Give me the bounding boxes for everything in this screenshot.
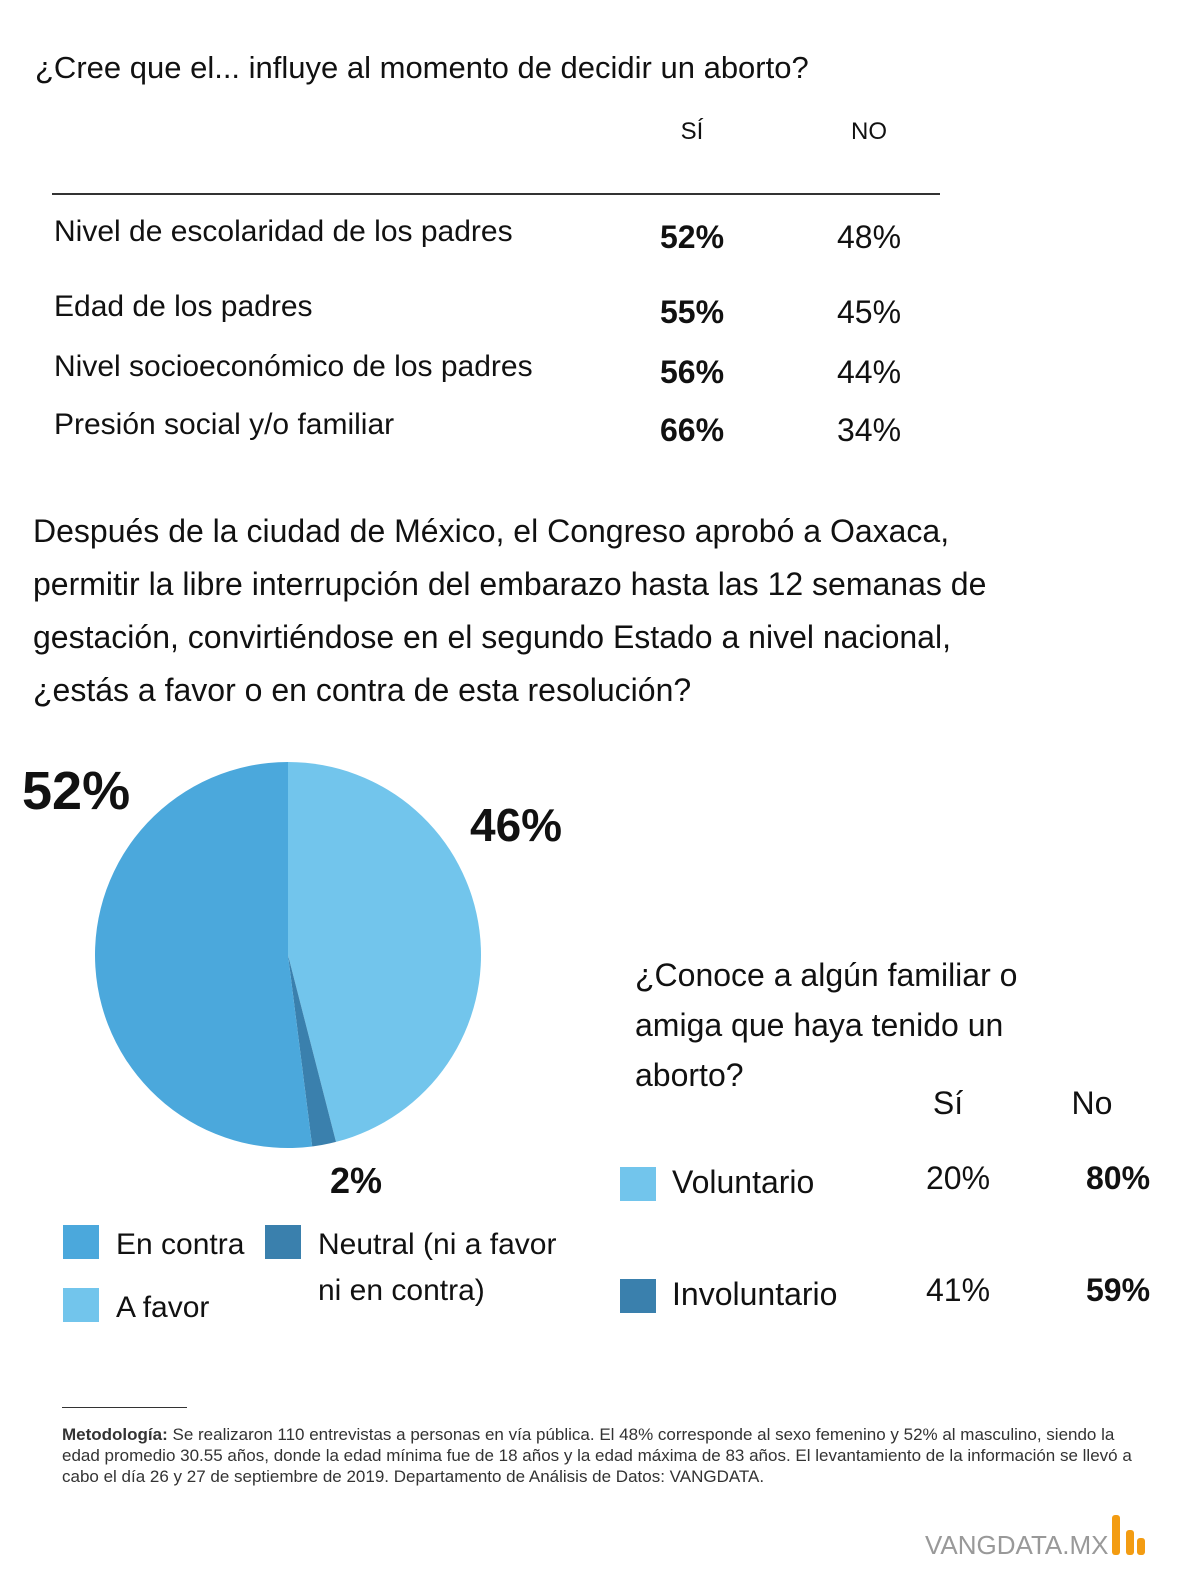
row-label: Nivel socioeconómico de los padres	[54, 350, 533, 383]
cell: 56%	[659, 354, 725, 390]
column-header: SÍ	[680, 118, 704, 145]
table-title: ¿Conoce a algún familiar o amiga que hay…	[635, 957, 1018, 1093]
column-header: NO	[851, 118, 887, 145]
legend-label: Neutral (ni a favor ni en contra)	[318, 1228, 557, 1307]
legend-swatch	[620, 1167, 656, 1201]
cell: 55%	[659, 294, 725, 330]
footnote-text: Se realizaron 110 entrevistas a personas…	[62, 1425, 1132, 1486]
logo	[1112, 1515, 1120, 1555]
pie-slice	[288, 762, 481, 1142]
cell: 44%	[836, 354, 902, 390]
data-label: 2%	[330, 1160, 383, 1201]
cell: 34%	[836, 412, 902, 448]
cell: 20%	[925, 1160, 991, 1196]
row-label: Nivel de escolaridad de los padres	[54, 215, 513, 248]
row-label: Voluntario	[672, 1164, 815, 1200]
divider	[52, 193, 940, 195]
legend-swatch	[63, 1288, 99, 1322]
brand: VANGDATA.MX	[925, 1530, 1109, 1560]
cell: 45%	[836, 294, 902, 330]
cell: 59%	[1085, 1272, 1151, 1308]
cell: 66%	[659, 412, 725, 448]
cell: 48%	[836, 219, 902, 255]
legend-label: En contra	[116, 1228, 245, 1261]
data-label: 52%	[22, 761, 131, 821]
logo	[1137, 1538, 1145, 1555]
question: Después de la ciudad de México, el Congr…	[33, 513, 987, 708]
row-label: Presión social y/o familiar	[54, 408, 395, 441]
legend-swatch	[620, 1279, 656, 1313]
legend-swatch	[63, 1225, 99, 1259]
column-header: No	[1071, 1085, 1113, 1121]
pie-slice	[94, 762, 313, 1148]
data-label: 46%	[470, 799, 563, 851]
footnote: Metodología: Se realizaron 110 entrevist…	[62, 1424, 1137, 1487]
pie-slice	[288, 955, 336, 1147]
table-title: ¿Cree que el... influye al momento de de…	[35, 50, 809, 85]
footnote-label: Metodología:	[62, 1425, 168, 1444]
legend-swatch	[265, 1225, 301, 1259]
cell: 80%	[1085, 1160, 1151, 1196]
cell: 52%	[659, 219, 725, 255]
row-label: Involuntario	[672, 1276, 838, 1312]
column-header: Sí	[932, 1085, 964, 1121]
cell: 41%	[925, 1272, 991, 1308]
legend-label: A favor	[116, 1291, 210, 1324]
logo	[1126, 1530, 1134, 1555]
divider	[62, 1407, 187, 1408]
row-label: Edad de los padres	[54, 290, 313, 323]
